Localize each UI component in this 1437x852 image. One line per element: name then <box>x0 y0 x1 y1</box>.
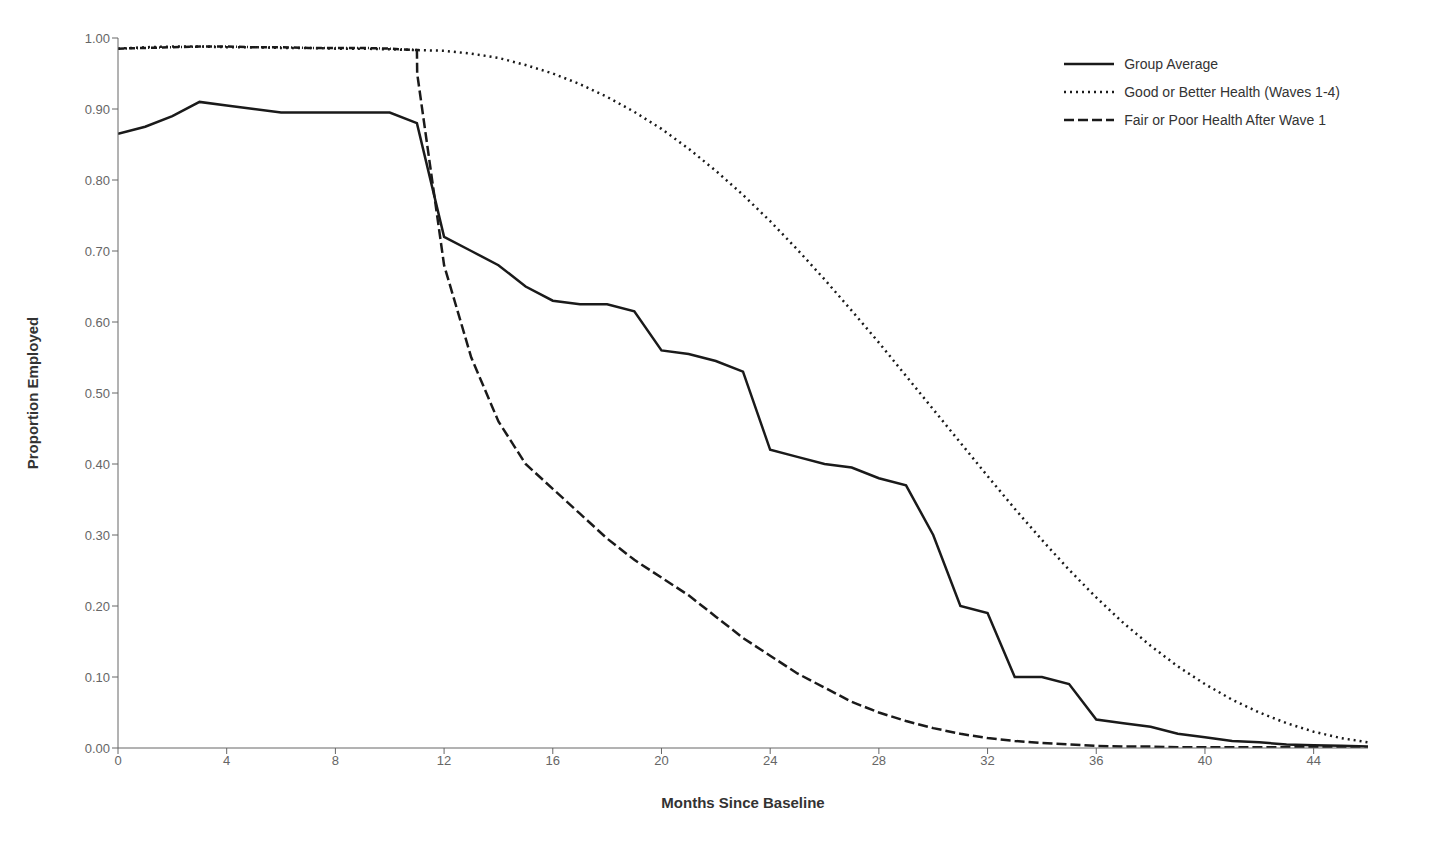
html-text:Fair or Poor Health After Wave: Fair or Poor Health After Wave 1 <box>1124 112 1326 128</box>
html-text:Good or Better Health (Waves 1: Good or Better Health (Waves 1-4) <box>1124 84 1340 100</box>
svg-text:28: 28 <box>872 753 886 768</box>
svg-text:0.90: 0.90 <box>85 102 110 117</box>
svg-text:12: 12 <box>437 753 451 768</box>
svg-text:0.30: 0.30 <box>85 528 110 543</box>
svg-text:Proportion Employed: Proportion Employed <box>24 317 41 470</box>
svg-text:0.10: 0.10 <box>85 670 110 685</box>
svg-text:24: 24 <box>763 753 777 768</box>
svg-text:1.00: 1.00 <box>85 31 110 46</box>
svg-text:8: 8 <box>332 753 339 768</box>
svg-text:0.00: 0.00 <box>85 741 110 756</box>
svg-text:0.20: 0.20 <box>85 599 110 614</box>
html-text:Group Average: Group Average <box>1124 56 1219 72</box>
svg-text:36: 36 <box>1089 753 1103 768</box>
svg-text:44: 44 <box>1306 753 1320 768</box>
svg-text:20: 20 <box>654 753 668 768</box>
svg-text:0.70: 0.70 <box>85 244 110 259</box>
svg-text:0: 0 <box>114 753 121 768</box>
svg-text:0.40: 0.40 <box>85 457 110 472</box>
svg-text:Months Since Baseline: Months Since Baseline <box>661 794 824 811</box>
svg-text:0.50: 0.50 <box>85 386 110 401</box>
svg-text:0.80: 0.80 <box>85 173 110 188</box>
svg-text:4: 4 <box>223 753 230 768</box>
svg-text:40: 40 <box>1198 753 1212 768</box>
svg-text:0.60: 0.60 <box>85 315 110 330</box>
svg-text:32: 32 <box>980 753 994 768</box>
svg-text:16: 16 <box>546 753 560 768</box>
